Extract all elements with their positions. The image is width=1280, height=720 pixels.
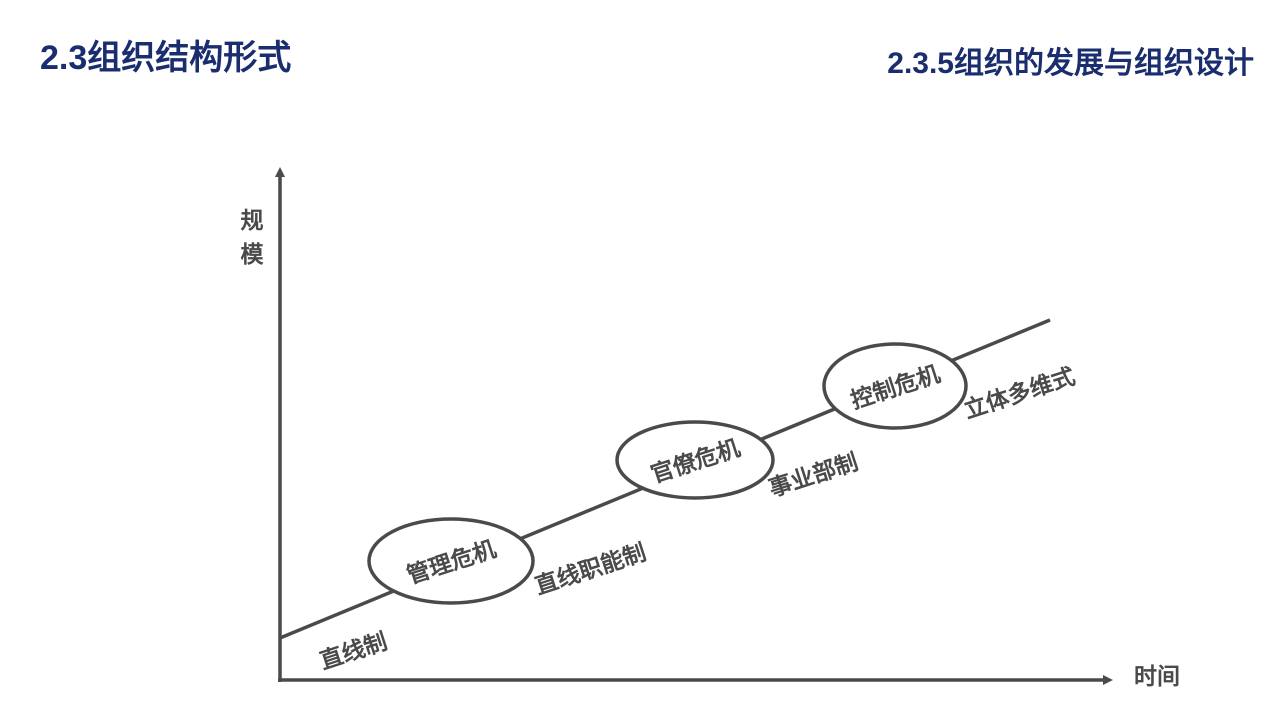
- crisis-bureaucracy: 官僚危机: [615, 420, 775, 500]
- subsection-title: 2.3.5组织的发展与组织设计: [887, 47, 1254, 80]
- y-axis-label-top: 规: [241, 208, 264, 234]
- crisis-ellipse: [822, 342, 968, 430]
- crisis-control: 控制危机: [822, 342, 968, 430]
- section-title: 2.3组织结构形式: [40, 39, 292, 77]
- stage-label-division: 事业部制: [766, 448, 862, 502]
- stage-label-line-function: 直线职能制: [532, 539, 650, 600]
- y-axis-label-bottom: 模: [241, 242, 265, 268]
- crisis-management: 管理危机: [367, 517, 535, 605]
- stage-label-matrix: 立体多维式: [961, 363, 1079, 424]
- crisis-ellipse: [367, 517, 535, 605]
- crisis-ellipse: [615, 420, 775, 500]
- x-axis-label: 时间: [1134, 664, 1180, 690]
- stage-label-line: 直线制: [316, 628, 390, 675]
